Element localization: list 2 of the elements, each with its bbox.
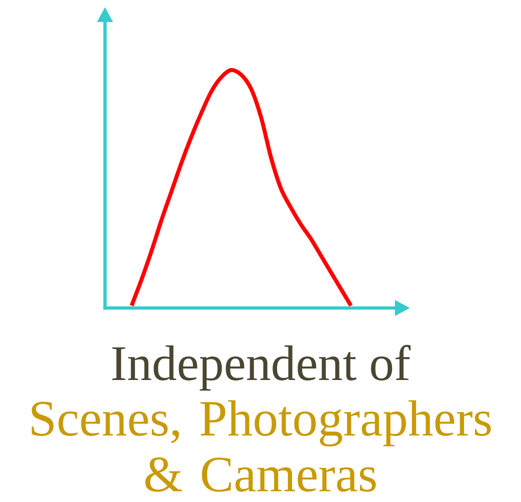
text: Scenes, Photographers & Cameras xyxy=(32,400,491,492)
text: Independent of xyxy=(112,344,411,391)
